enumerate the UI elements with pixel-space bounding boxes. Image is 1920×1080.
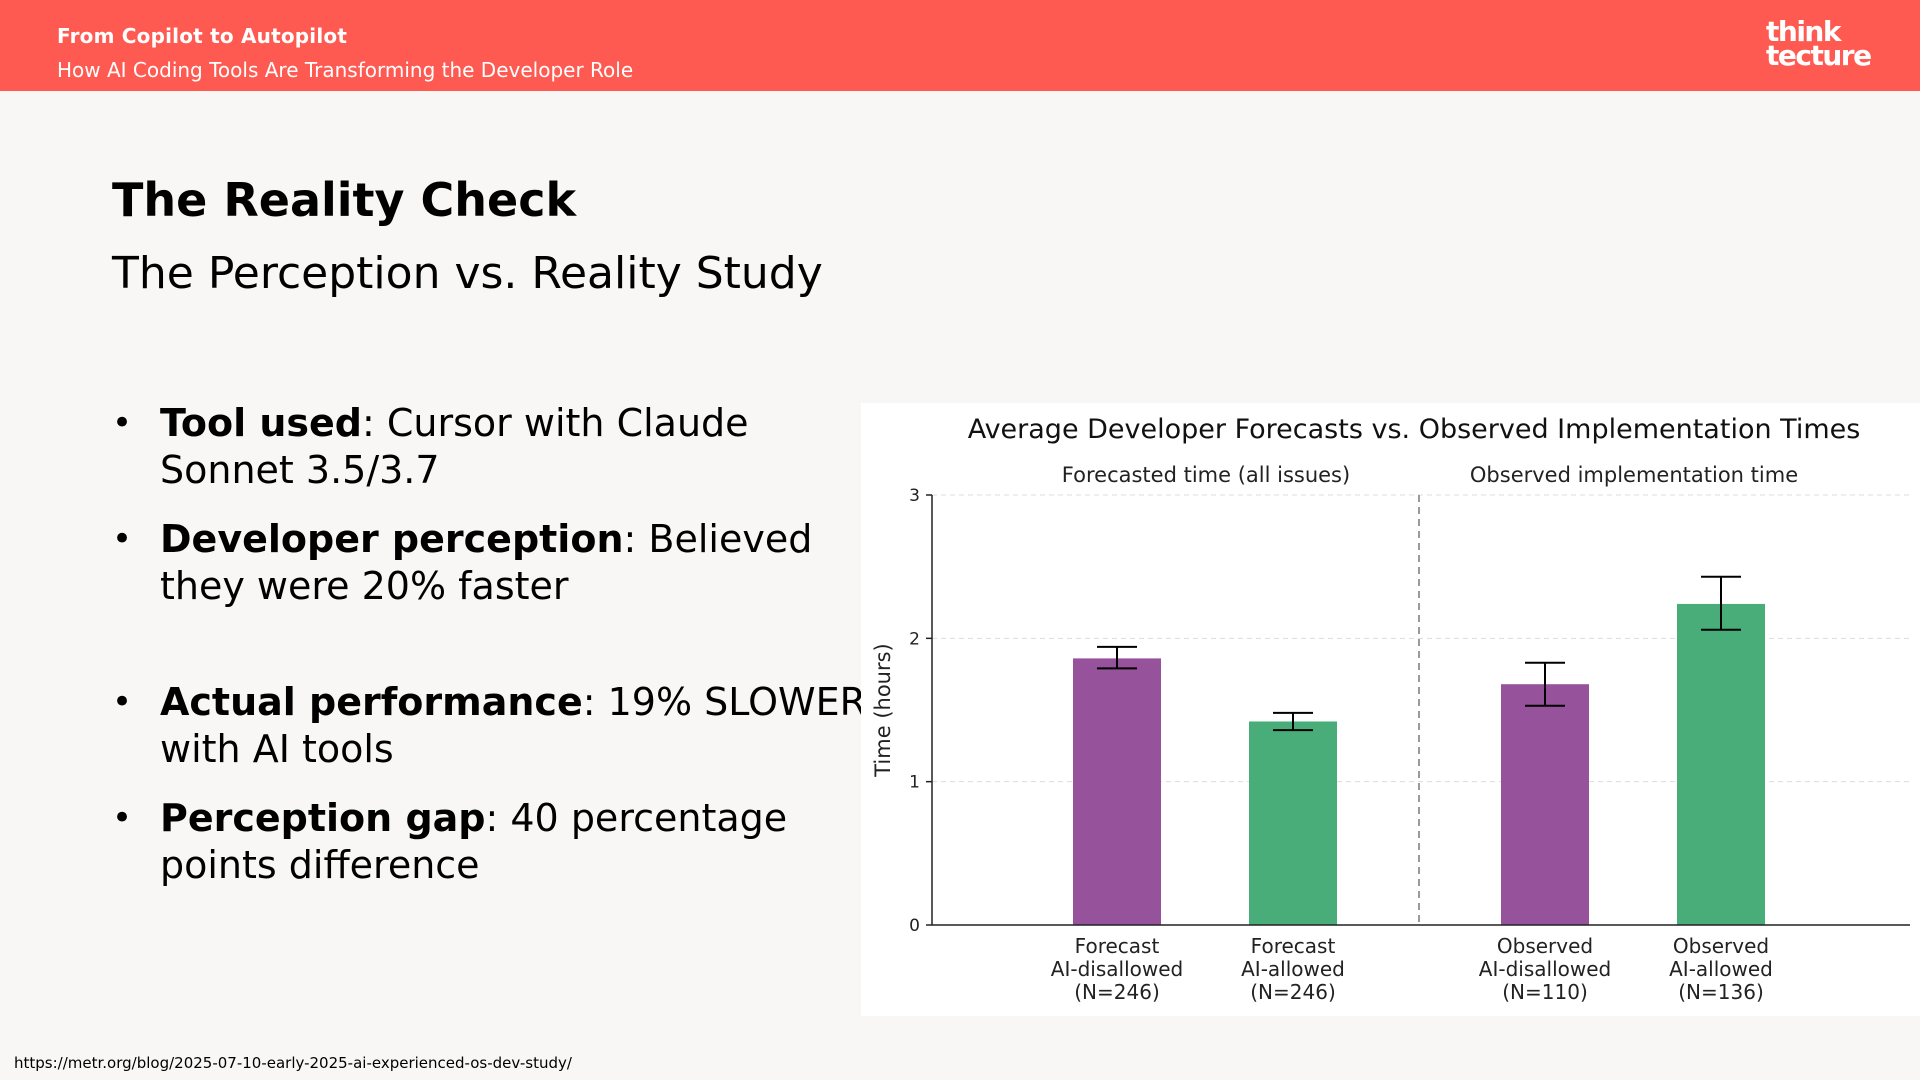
x-tick-label-line: AI-disallowed	[1479, 957, 1611, 981]
bullet-text: : 19% SLOWER with AI tools	[160, 680, 866, 771]
logo-line-1: think	[1766, 15, 1841, 48]
source-url: https://metr.org/blog/2025-07-10-early-2…	[14, 1054, 572, 1072]
logo-line-2: tecture	[1766, 39, 1872, 72]
chart-panel: Average Developer Forecasts vs. Observed…	[861, 403, 1920, 1016]
bullet-text: : 40 percentage points difference	[160, 796, 788, 887]
bullet-list: • Tool used: Cursor with Claude Sonnet 3.…	[112, 400, 872, 911]
bullet-label: Actual performance	[160, 680, 583, 724]
group-label: Observed implementation time	[1470, 463, 1798, 487]
bullet-label: Tool used	[160, 401, 362, 445]
x-tick-label: Observed AI-allowed (N=136)	[1669, 934, 1773, 1004]
bullet-item: • Actual performance: 19% SLOWER with AI …	[112, 679, 872, 773]
bullet-text: : Believed they were 20% faster	[160, 517, 813, 608]
bullet-text: : Cursor with Claude Sonnet 3.5/3.7	[160, 401, 749, 492]
y-tick-label: 2	[909, 629, 920, 649]
x-tick-label: Forecast AI-allowed (N=246)	[1241, 934, 1345, 1004]
header-bar: From Copilot to Autopilot How AI Coding …	[0, 0, 1920, 91]
bullet-item: • Tool used: Cursor with Claude Sonnet 3.…	[112, 400, 872, 494]
bullet-label: Developer perception	[160, 517, 624, 561]
bar	[1249, 721, 1337, 925]
group-label: Forecasted time (all issues)	[1062, 463, 1350, 487]
x-tick-label-line: AI-allowed	[1669, 957, 1773, 981]
bar-chart: Average Developer Forecasts vs. Observed…	[871, 414, 1910, 1004]
bullet-item: • Perception gap: 40 percentage points di…	[112, 795, 872, 889]
presentation-title: From Copilot to Autopilot	[57, 24, 348, 48]
bullet-dot: •	[112, 798, 133, 838]
bar	[1677, 603, 1765, 925]
x-tick-label-line: Forecast	[1075, 934, 1160, 958]
x-tick-label-line: (N=136)	[1678, 980, 1764, 1004]
bullet-item: • Developer perception: Believed they wer…	[112, 516, 872, 610]
slide-title: The Reality Check	[112, 173, 577, 227]
y-tick-label: 0	[909, 916, 920, 936]
bullet-dot: •	[112, 519, 133, 559]
y-tick-label: 1	[909, 773, 920, 793]
x-tick-label-line: AI-disallowed	[1051, 957, 1183, 981]
bullet-label: Perception gap	[160, 796, 486, 840]
bullet-dot: •	[112, 682, 133, 722]
chart-title: Average Developer Forecasts vs. Observed…	[968, 414, 1861, 445]
presentation-subtitle: How AI Coding Tools Are Transforming the…	[57, 58, 634, 82]
bar	[1501, 684, 1589, 925]
bar	[1073, 658, 1161, 925]
bullet-dot: •	[112, 403, 133, 443]
x-tick-label-line: Forecast	[1251, 934, 1336, 958]
slide-subtitle: The Perception vs. Reality Study	[112, 248, 823, 299]
x-tick-label-line: AI-allowed	[1241, 957, 1345, 981]
x-tick-label-line: Observed	[1497, 934, 1593, 958]
x-tick-label-line: Observed	[1673, 934, 1769, 958]
x-tick-label-line: (N=246)	[1250, 980, 1336, 1004]
x-tick-label: Forecast AI-disallowed (N=246)	[1051, 934, 1183, 1004]
x-tick-label-line: (N=110)	[1502, 980, 1588, 1004]
thinktecture-logo: think tecture	[1766, 15, 1872, 72]
x-tick-label: Observed AI-disallowed (N=110)	[1479, 934, 1611, 1004]
y-tick-label: 3	[909, 486, 920, 506]
x-tick-label-line: (N=246)	[1074, 980, 1160, 1004]
y-axis-label: Time (hours)	[871, 643, 895, 778]
